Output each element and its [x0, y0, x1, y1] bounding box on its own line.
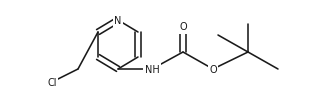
Text: O: O — [209, 65, 217, 75]
Text: NH: NH — [145, 65, 159, 75]
Text: Cl: Cl — [47, 78, 57, 88]
Text: N: N — [114, 16, 122, 26]
Text: O: O — [179, 22, 187, 32]
